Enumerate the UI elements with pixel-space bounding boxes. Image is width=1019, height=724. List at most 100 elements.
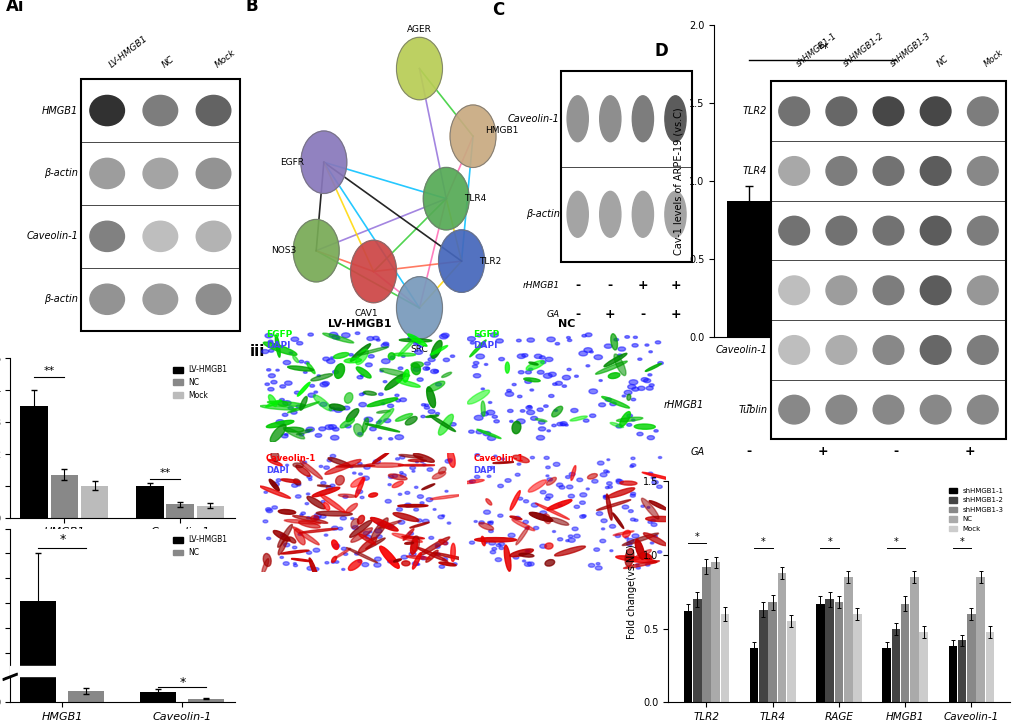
Ellipse shape: [317, 485, 330, 487]
Circle shape: [566, 539, 569, 542]
Circle shape: [313, 516, 320, 520]
Ellipse shape: [524, 378, 540, 382]
Ellipse shape: [371, 518, 388, 540]
Ellipse shape: [622, 531, 630, 537]
Circle shape: [595, 563, 599, 565]
Ellipse shape: [397, 505, 427, 507]
Bar: [834, 602, 843, 702]
Ellipse shape: [438, 539, 446, 544]
Circle shape: [484, 363, 487, 366]
Circle shape: [651, 481, 657, 484]
Ellipse shape: [300, 460, 322, 479]
Ellipse shape: [143, 159, 177, 188]
Circle shape: [449, 105, 495, 167]
Title: LV-HMGB1: LV-HMGB1: [327, 319, 391, 329]
Text: shHMGB1-2: shHMGB1-2: [841, 32, 884, 69]
Circle shape: [657, 361, 662, 365]
Circle shape: [332, 544, 339, 548]
Ellipse shape: [612, 531, 633, 536]
Ellipse shape: [623, 560, 658, 568]
Y-axis label: Cav-1 levels of ARPE-19 (vs.C): Cav-1 levels of ARPE-19 (vs.C): [673, 107, 683, 255]
Bar: [957, 641, 966, 702]
Circle shape: [469, 541, 474, 544]
Ellipse shape: [408, 460, 426, 462]
Circle shape: [628, 510, 633, 513]
Circle shape: [491, 547, 496, 550]
Ellipse shape: [311, 374, 332, 381]
Bar: [975, 577, 984, 702]
Ellipse shape: [411, 536, 419, 552]
Circle shape: [657, 457, 661, 458]
Circle shape: [307, 551, 312, 555]
Circle shape: [378, 420, 381, 422]
Circle shape: [565, 476, 570, 479]
Ellipse shape: [825, 216, 856, 245]
Text: NOS3: NOS3: [271, 246, 297, 255]
Circle shape: [397, 367, 403, 370]
Circle shape: [625, 336, 629, 338]
Circle shape: [322, 357, 329, 361]
Circle shape: [479, 521, 484, 524]
Circle shape: [405, 492, 410, 494]
Ellipse shape: [601, 397, 629, 408]
Bar: [776, 573, 786, 702]
Bar: [20, 600, 56, 702]
Text: +: +: [964, 399, 974, 412]
Ellipse shape: [825, 276, 856, 305]
Circle shape: [581, 515, 586, 517]
Circle shape: [486, 411, 494, 415]
Circle shape: [318, 427, 325, 431]
Text: -: -: [745, 445, 750, 458]
Text: C: C: [491, 1, 503, 19]
Ellipse shape: [605, 494, 611, 520]
Ellipse shape: [90, 222, 124, 251]
Circle shape: [374, 557, 381, 561]
Circle shape: [444, 459, 451, 463]
Text: rHMGB1: rHMGB1: [522, 281, 559, 290]
Circle shape: [373, 460, 380, 464]
Ellipse shape: [546, 500, 572, 510]
Ellipse shape: [441, 372, 451, 377]
Ellipse shape: [450, 543, 454, 562]
Ellipse shape: [307, 497, 325, 509]
Ellipse shape: [278, 537, 287, 555]
Ellipse shape: [270, 424, 285, 442]
Ellipse shape: [599, 191, 621, 237]
Circle shape: [263, 520, 268, 523]
Circle shape: [299, 433, 304, 436]
Circle shape: [430, 369, 438, 374]
Circle shape: [637, 358, 641, 361]
Circle shape: [626, 542, 632, 546]
Text: Caveolin-1: Caveolin-1: [26, 232, 78, 241]
Circle shape: [545, 466, 549, 468]
Circle shape: [307, 566, 313, 571]
Circle shape: [527, 405, 531, 408]
Circle shape: [343, 553, 347, 555]
Circle shape: [362, 392, 365, 395]
Circle shape: [571, 408, 578, 413]
Circle shape: [504, 479, 511, 482]
Bar: [51, 475, 78, 518]
Ellipse shape: [366, 463, 403, 467]
Circle shape: [552, 531, 555, 532]
Circle shape: [358, 560, 362, 563]
Text: DAPI: DAPI: [473, 466, 495, 475]
Ellipse shape: [143, 284, 177, 314]
Circle shape: [490, 550, 495, 554]
Bar: [815, 604, 824, 702]
Circle shape: [330, 455, 335, 458]
Circle shape: [330, 435, 338, 440]
Circle shape: [634, 519, 637, 521]
Circle shape: [439, 334, 447, 339]
Circle shape: [376, 421, 380, 424]
Circle shape: [291, 484, 298, 487]
Circle shape: [358, 432, 362, 435]
Ellipse shape: [196, 159, 230, 188]
Bar: [966, 614, 975, 702]
Circle shape: [397, 520, 405, 524]
Circle shape: [647, 436, 654, 439]
Circle shape: [342, 495, 347, 498]
Circle shape: [323, 466, 329, 469]
Circle shape: [539, 355, 545, 359]
Circle shape: [627, 384, 635, 389]
